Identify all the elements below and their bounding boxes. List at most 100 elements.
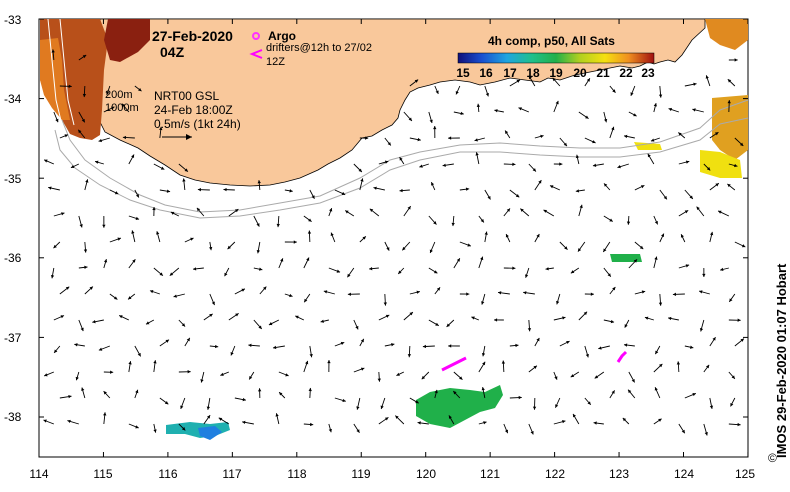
x-label-118: 118 — [287, 467, 307, 481]
argo-legend-label: Argo — [268, 29, 296, 43]
current-vector-head — [395, 415, 399, 419]
current-vector-head — [672, 292, 677, 297]
current-vector-head — [573, 413, 576, 418]
current-vector-head — [50, 275, 55, 279]
current-vector-head — [520, 208, 524, 212]
current-vector-head — [633, 113, 637, 117]
current-vector-head — [505, 130, 509, 134]
current-vector-head — [456, 258, 460, 262]
current-vector-head — [676, 361, 681, 365]
current-vector-head — [356, 429, 360, 433]
current-vector-head — [659, 363, 663, 368]
current-vector-head — [110, 106, 115, 110]
current-vector-head — [184, 168, 188, 172]
current-vector-head — [396, 372, 400, 376]
current-vector-head — [173, 294, 177, 298]
current-vector-head — [328, 428, 332, 433]
y-label-33: -33 — [4, 13, 22, 27]
current-vector-head — [587, 401, 591, 405]
current-vector-head — [421, 375, 426, 380]
current-vector-head — [706, 167, 711, 171]
current-vector-head — [121, 103, 126, 108]
current-vector-head — [612, 286, 616, 291]
current-vector-head — [480, 218, 484, 223]
current-vector-head — [307, 230, 312, 234]
current-vector-head — [164, 401, 169, 405]
current-vector-head — [330, 232, 334, 237]
current-vector-head — [505, 234, 509, 238]
current-vector-head — [741, 244, 746, 248]
current-vector-head — [429, 119, 433, 124]
current-vector-head — [556, 300, 560, 305]
current-vector-head — [594, 375, 599, 379]
current-vector-head — [668, 316, 672, 321]
current-vector-head — [448, 344, 452, 348]
current-vector-head — [498, 291, 502, 295]
current-vector-head — [654, 220, 658, 225]
current-vector-head — [455, 91, 459, 95]
current-vector-head — [98, 347, 103, 351]
current-vector-head — [641, 290, 646, 294]
current-vector-head — [566, 341, 570, 345]
current-vector-head — [44, 159, 48, 163]
x-label-116: 116 — [158, 467, 178, 481]
current-vector-head — [705, 364, 710, 369]
current-vector-head — [377, 378, 381, 382]
current-vector-head — [365, 136, 369, 140]
current-vector-head — [218, 417, 223, 421]
current-vector-head — [83, 249, 88, 253]
current-vector-head — [360, 178, 364, 182]
current-vector-head — [562, 316, 566, 320]
current-vector-head — [248, 343, 252, 347]
current-vector-head — [653, 103, 657, 107]
imos-credit: IMOS 29-Feb-2020 01:07 Hobart — [774, 263, 789, 458]
current-vector-head — [593, 421, 597, 425]
current-vector-head — [739, 142, 744, 146]
current-vector-head — [702, 273, 706, 277]
current-vector-head — [628, 389, 632, 394]
current-vector-head — [95, 160, 99, 164]
contour-legend: 200m 1000m — [105, 89, 139, 115]
colorbar-tick-18: 18 — [526, 66, 540, 80]
current-vector-head — [633, 259, 638, 263]
current-vector-head — [360, 338, 364, 343]
current-vector-head — [704, 432, 708, 436]
current-vector-head — [715, 183, 719, 187]
current-vector-head — [481, 353, 486, 357]
colorbar — [457, 52, 655, 64]
current-vector-head — [160, 166, 165, 170]
current-vector-head — [623, 343, 628, 347]
current-vector-head — [471, 316, 475, 320]
x-label-125: 125 — [734, 467, 756, 481]
current-vector-head — [583, 311, 588, 316]
current-vector-head — [342, 398, 346, 403]
current-vector-head — [180, 405, 184, 409]
current-vector-head — [165, 339, 170, 343]
current-vector-head — [579, 204, 583, 209]
current-vector-head — [117, 237, 121, 241]
current-vector-head — [110, 370, 114, 374]
current-vector-head — [85, 179, 89, 183]
current-vector-head — [575, 154, 580, 159]
current-vector-head — [259, 267, 263, 271]
current-vector-head — [128, 296, 132, 300]
current-vector-head — [563, 142, 567, 147]
current-vector-head — [543, 209, 548, 213]
current-vector-head — [102, 224, 106, 228]
current-vector-head — [647, 153, 651, 158]
current-vector-head — [729, 298, 733, 302]
current-vector-head — [285, 373, 289, 377]
current-vector-head — [345, 210, 349, 214]
sst-west-coast-inner — [40, 38, 70, 120]
current-vector-head — [272, 345, 277, 350]
current-vector-head — [92, 320, 96, 324]
current-vector-head — [640, 185, 645, 189]
current-vector-head — [562, 420, 566, 424]
current-vector-head — [609, 218, 613, 222]
current-vector-head — [310, 422, 314, 427]
current-vector-head — [241, 288, 245, 292]
current-vector-head — [484, 231, 488, 235]
current-vector-head — [276, 223, 280, 228]
current-vector-head — [119, 315, 123, 319]
